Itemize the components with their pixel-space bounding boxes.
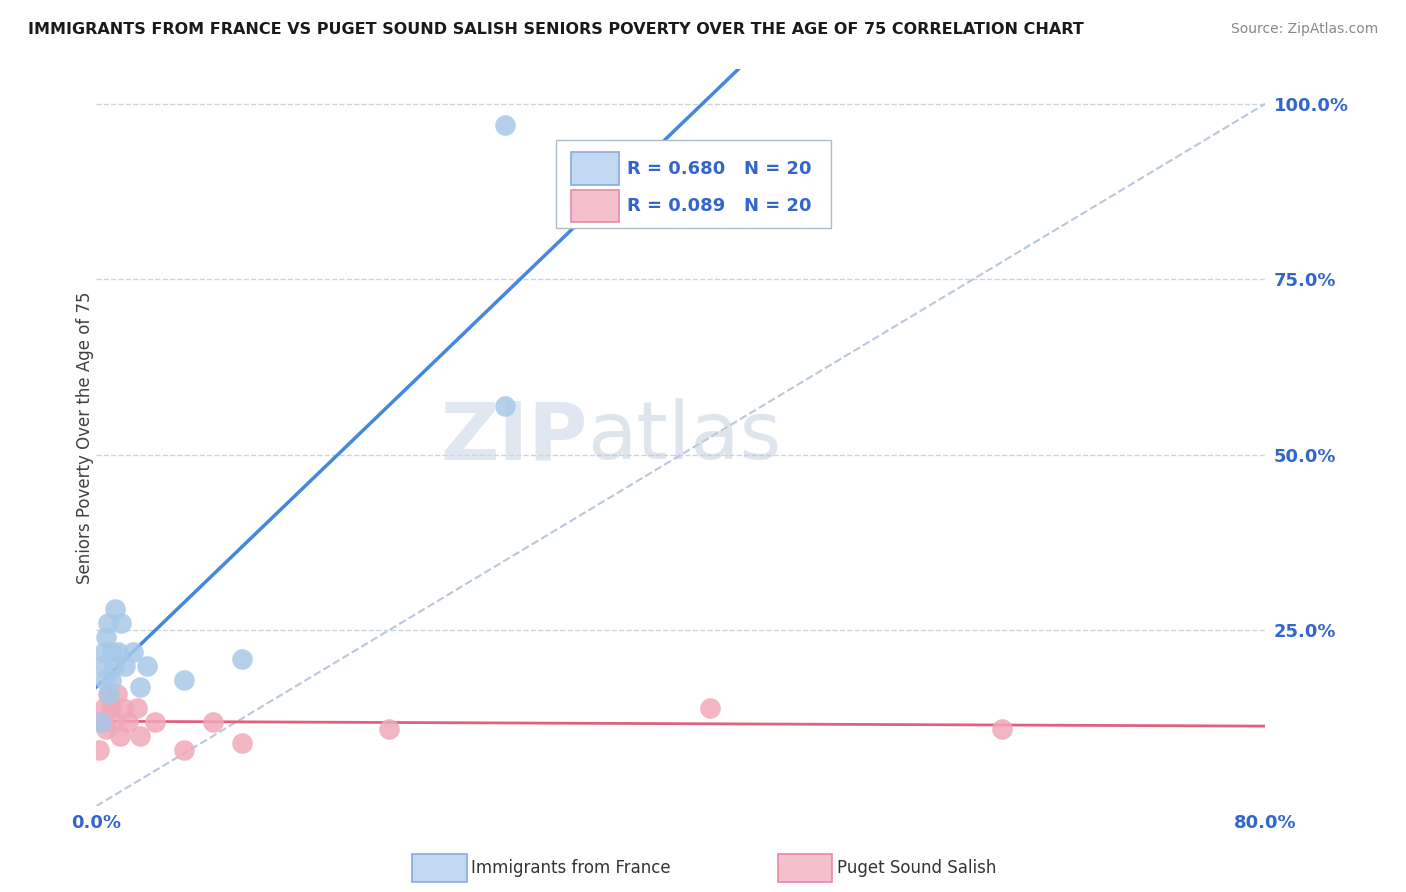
Text: atlas: atlas <box>588 399 782 476</box>
Point <box>173 673 195 687</box>
Text: IMMIGRANTS FROM FRANCE VS PUGET SOUND SALISH SENIORS POVERTY OVER THE AGE OF 75 : IMMIGRANTS FROM FRANCE VS PUGET SOUND SA… <box>28 22 1084 37</box>
Point <box>97 687 120 701</box>
Point <box>129 680 152 694</box>
Point <box>127 700 149 714</box>
Point <box>110 616 132 631</box>
Point <box>101 644 124 658</box>
Text: Puget Sound Salish: Puget Sound Salish <box>837 859 995 877</box>
Y-axis label: Seniors Poverty Over the Age of 75: Seniors Poverty Over the Age of 75 <box>76 291 94 583</box>
Point <box>100 700 122 714</box>
Point <box>98 687 121 701</box>
Point <box>991 722 1014 736</box>
Point <box>173 743 195 757</box>
Point <box>111 700 134 714</box>
Point <box>103 714 125 729</box>
Point <box>231 651 253 665</box>
Point <box>121 644 143 658</box>
Point <box>91 714 114 729</box>
Text: Source: ZipAtlas.com: Source: ZipAtlas.com <box>1230 22 1378 37</box>
Point <box>107 644 129 658</box>
Point <box>103 658 125 673</box>
Point <box>105 687 128 701</box>
Point <box>104 602 127 616</box>
Point <box>495 118 517 132</box>
Point <box>96 631 118 645</box>
Point <box>100 673 122 687</box>
Point <box>93 644 115 658</box>
Text: ZIP: ZIP <box>440 399 588 476</box>
Point <box>97 616 120 631</box>
Point <box>93 700 115 714</box>
Point <box>90 714 112 729</box>
Point <box>114 658 136 673</box>
Point <box>495 399 517 413</box>
Point <box>129 729 152 743</box>
Point <box>202 714 225 729</box>
Text: R = 0.089   N = 20: R = 0.089 N = 20 <box>627 197 811 216</box>
Point <box>94 673 117 687</box>
Point <box>91 658 114 673</box>
Point <box>377 722 399 736</box>
Point <box>89 743 111 757</box>
Point <box>136 658 159 673</box>
Point <box>96 722 118 736</box>
Point <box>117 714 139 729</box>
Point <box>699 700 721 714</box>
Text: R = 0.680   N = 20: R = 0.680 N = 20 <box>627 160 811 178</box>
Point <box>231 736 253 750</box>
Point <box>108 729 131 743</box>
Text: Immigrants from France: Immigrants from France <box>471 859 671 877</box>
Point <box>143 714 166 729</box>
